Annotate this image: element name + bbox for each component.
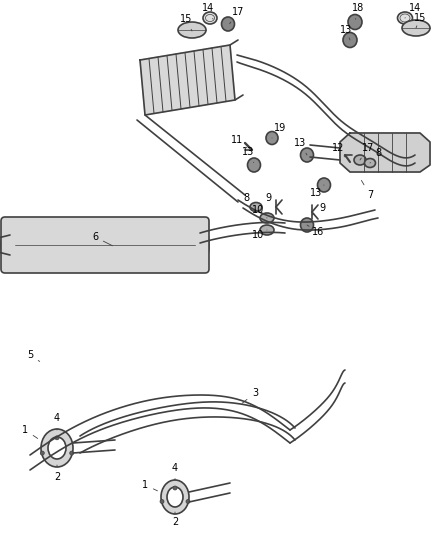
Text: 13: 13 <box>310 185 324 198</box>
Text: 10: 10 <box>252 205 267 218</box>
Text: 19: 19 <box>272 123 286 138</box>
Text: 15: 15 <box>414 13 426 28</box>
Text: 4: 4 <box>54 413 60 430</box>
Polygon shape <box>140 45 235 115</box>
Text: 13: 13 <box>340 25 352 40</box>
Polygon shape <box>340 133 430 172</box>
Ellipse shape <box>348 14 362 29</box>
Ellipse shape <box>48 437 66 459</box>
Ellipse shape <box>250 203 262 212</box>
Ellipse shape <box>260 225 274 235</box>
Text: 5: 5 <box>27 350 40 361</box>
Ellipse shape <box>343 33 357 47</box>
Text: 14: 14 <box>405 3 421 18</box>
Ellipse shape <box>364 158 375 167</box>
Text: 13: 13 <box>242 147 254 163</box>
Ellipse shape <box>55 436 59 440</box>
Ellipse shape <box>222 17 234 31</box>
Text: 13: 13 <box>294 138 307 155</box>
Ellipse shape <box>398 12 413 24</box>
Ellipse shape <box>167 487 183 507</box>
Text: 16: 16 <box>307 225 324 237</box>
Ellipse shape <box>173 486 177 490</box>
Text: 6: 6 <box>92 232 113 246</box>
Ellipse shape <box>247 158 261 172</box>
Ellipse shape <box>178 22 206 38</box>
Text: 3: 3 <box>242 388 258 403</box>
Ellipse shape <box>318 178 331 192</box>
Text: 11: 11 <box>231 135 247 148</box>
Ellipse shape <box>41 429 73 467</box>
Ellipse shape <box>40 451 44 455</box>
Ellipse shape <box>70 451 74 455</box>
Text: 1: 1 <box>142 480 158 491</box>
Ellipse shape <box>160 499 164 504</box>
Ellipse shape <box>260 213 274 223</box>
Text: 9: 9 <box>265 193 276 207</box>
Text: 1: 1 <box>22 425 38 439</box>
Text: 18: 18 <box>352 3 364 19</box>
Text: 8: 8 <box>370 148 381 163</box>
Ellipse shape <box>300 218 314 232</box>
Text: 10: 10 <box>252 230 267 240</box>
Text: 12: 12 <box>332 143 345 157</box>
Ellipse shape <box>266 132 278 144</box>
FancyBboxPatch shape <box>1 217 209 273</box>
Text: 2: 2 <box>54 465 60 482</box>
Text: 15: 15 <box>180 14 192 31</box>
Text: 14: 14 <box>202 3 214 19</box>
Ellipse shape <box>402 20 430 36</box>
Text: 17: 17 <box>360 143 374 160</box>
Ellipse shape <box>1 223 19 267</box>
Text: 9: 9 <box>312 203 325 215</box>
Ellipse shape <box>203 12 217 24</box>
Text: 8: 8 <box>243 193 254 205</box>
Ellipse shape <box>354 155 366 165</box>
Text: 2: 2 <box>172 512 178 527</box>
Text: 17: 17 <box>230 7 244 24</box>
Ellipse shape <box>191 223 209 267</box>
Ellipse shape <box>186 499 190 504</box>
Ellipse shape <box>300 148 314 162</box>
Text: 4: 4 <box>172 463 178 480</box>
Ellipse shape <box>161 480 189 514</box>
Text: 7: 7 <box>361 180 373 200</box>
